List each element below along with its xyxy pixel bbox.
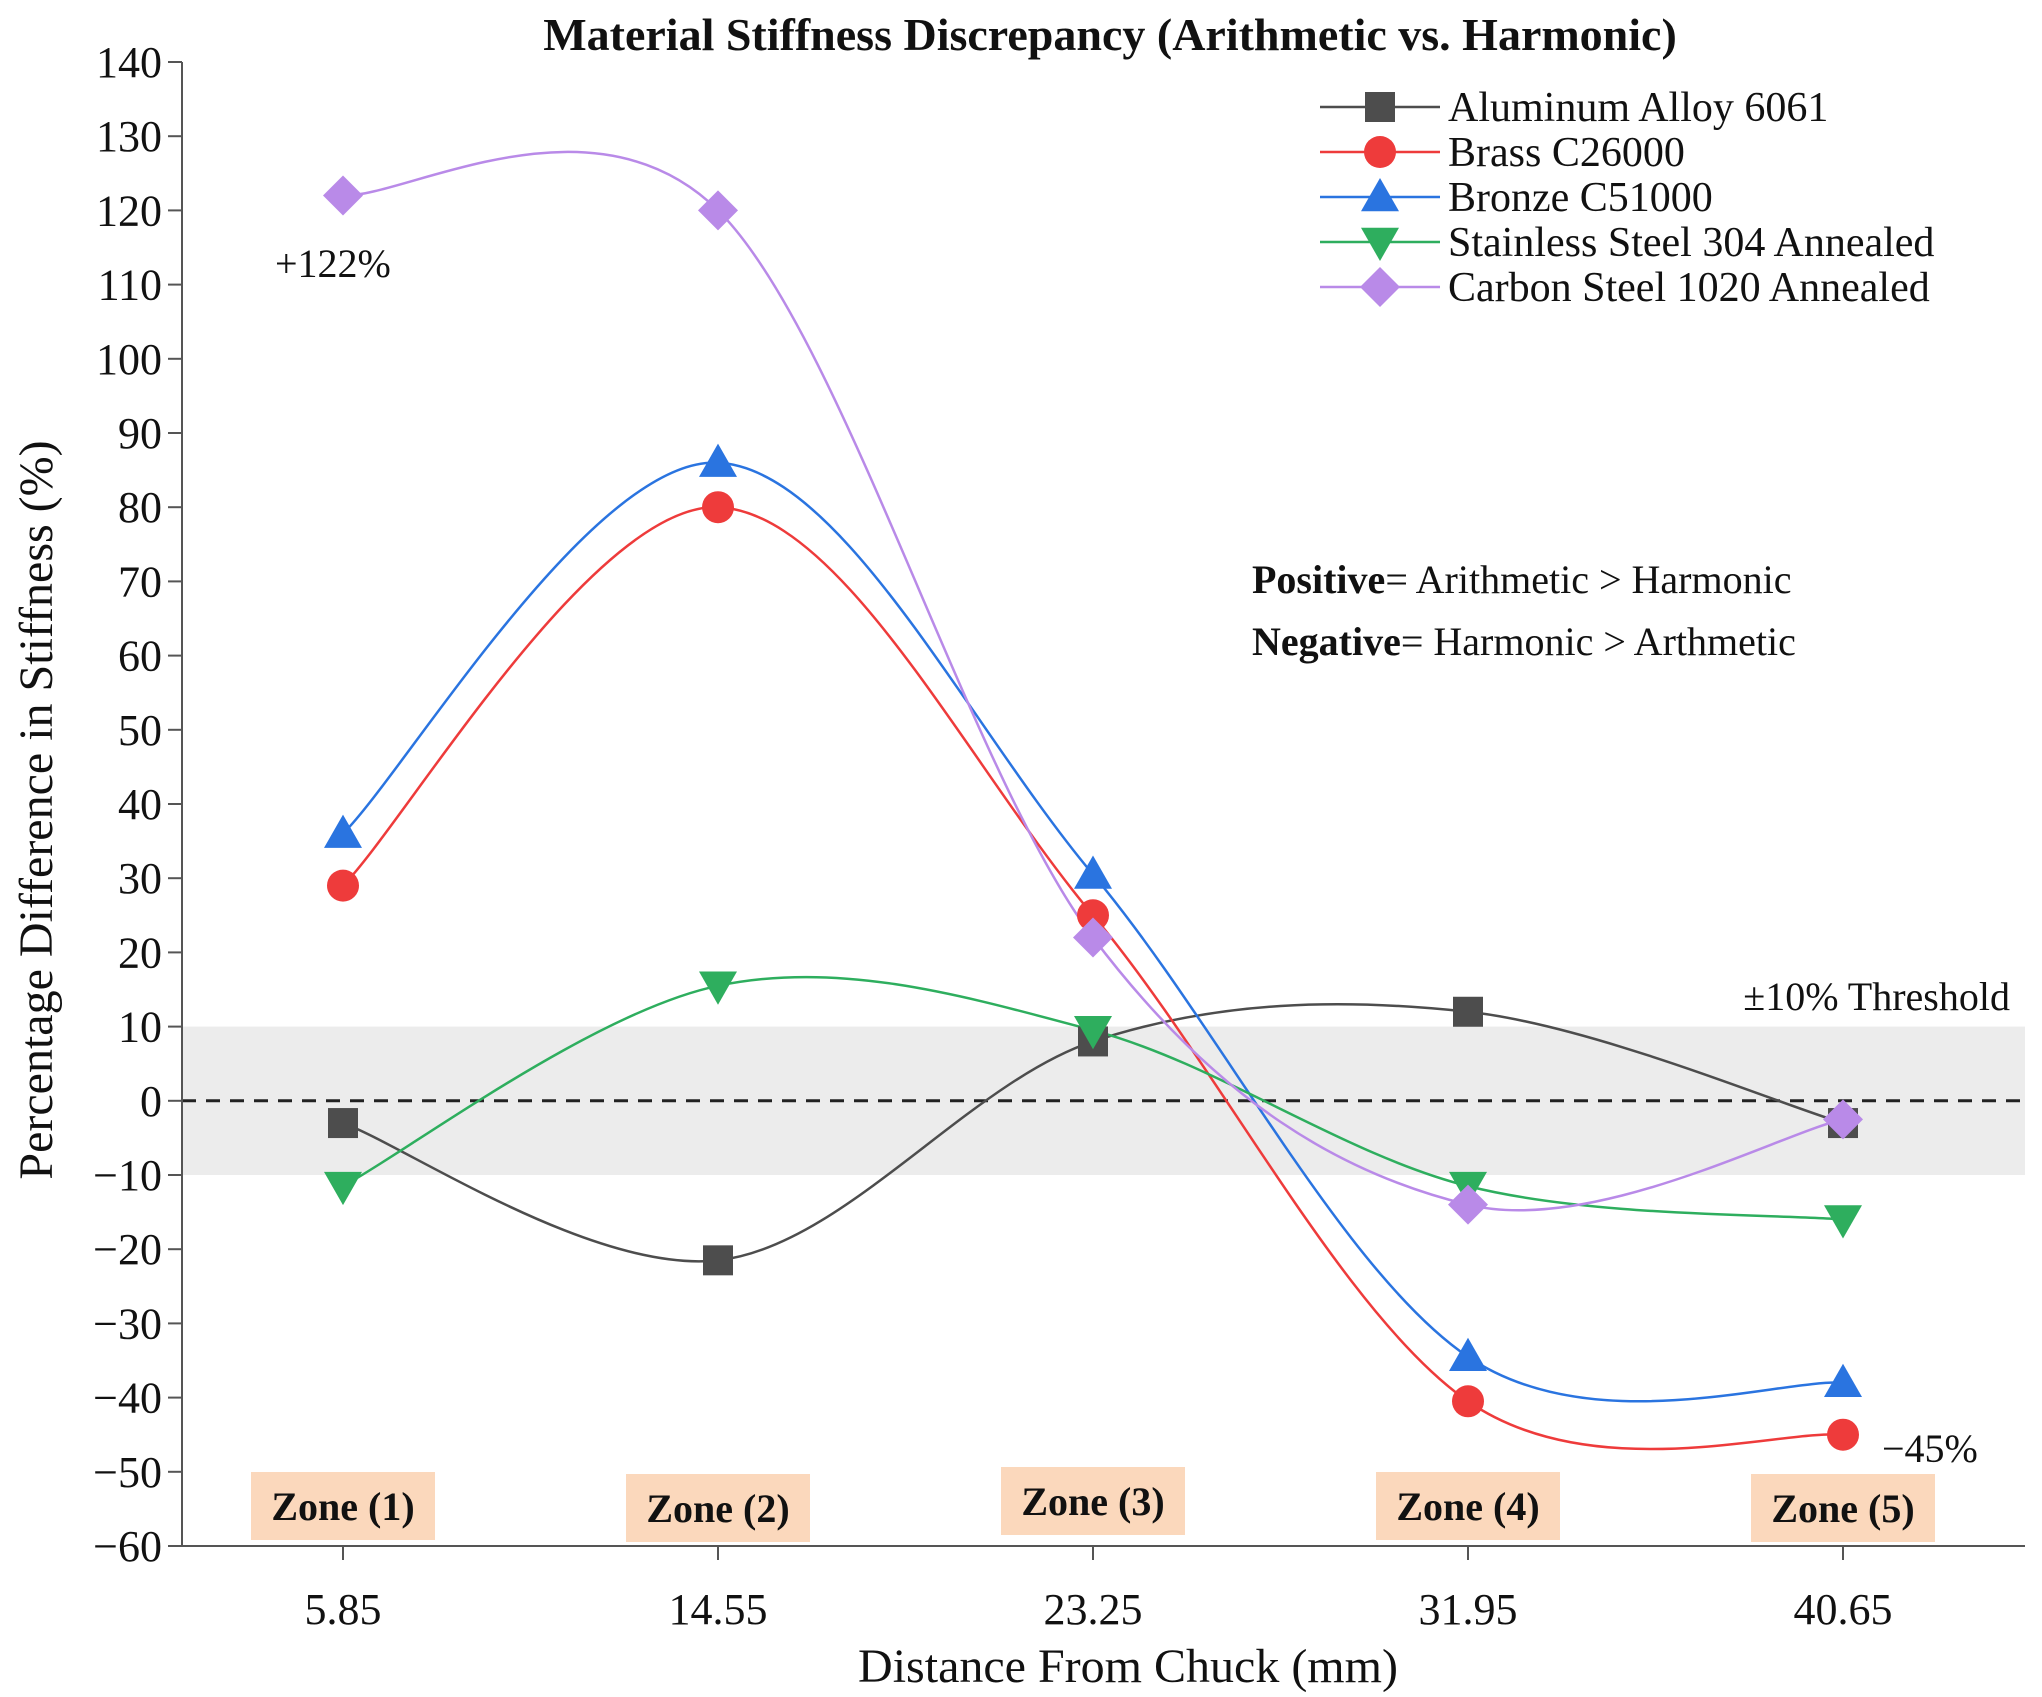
zone-box	[626, 1474, 810, 1542]
legend-item: Aluminum Alloy 6061	[1320, 85, 1828, 131]
zone-label: Zone (3)	[1021, 1479, 1164, 1524]
x-axis-label: Distance From Chuck (mm)	[858, 1640, 1398, 1693]
negative-note-bold: Negative	[1252, 619, 1401, 664]
data-point	[1074, 1016, 1112, 1050]
data-point	[1823, 1099, 1863, 1140]
legend-label: Stainless Steel 304 Annealed	[1448, 220, 1934, 266]
legend-marker	[1365, 92, 1395, 122]
data-point	[702, 491, 734, 524]
zone-label: Zone (5)	[1771, 1486, 1914, 1531]
data-point	[1827, 1418, 1859, 1451]
y-tick-label: 30	[118, 854, 162, 903]
legend-item: Carbon Steel 1020 Annealed	[1320, 265, 1930, 311]
data-point	[327, 869, 359, 902]
y-tick-label: −30	[93, 1299, 162, 1348]
data-point	[1073, 917, 1113, 958]
y-tick-label: 70	[118, 557, 162, 606]
series-line	[342, 150, 1844, 1212]
data-point	[1448, 1184, 1488, 1225]
x-axis-ticks: 5.85 14.55 23.25 31.95 40.65	[305, 1546, 1893, 1634]
y-tick-label: −20	[93, 1225, 162, 1274]
negative-note-text: = Harmonic > Arthmetic	[1401, 619, 1796, 664]
threshold-label: ±10% Threshold	[1743, 974, 2010, 1019]
data-point	[328, 1108, 358, 1139]
data-point	[703, 1245, 733, 1276]
x-tick-label: 5.85	[305, 1585, 382, 1634]
positive-note-text: = Arithmetic > Harmonic	[1385, 557, 1791, 602]
x-tick-label: 14.55	[669, 1585, 768, 1634]
y-tick-label: 100	[96, 335, 162, 384]
data-point	[324, 814, 362, 848]
y-tick-label: −40	[93, 1374, 162, 1423]
zone-box	[1376, 1472, 1560, 1540]
legend-marker	[1361, 227, 1399, 261]
y-tick-label: −10	[93, 1151, 162, 1200]
y-tick-label: 0	[140, 1077, 162, 1126]
data-point	[1824, 1363, 1862, 1398]
legend-label: Aluminum Alloy 6061	[1448, 85, 1828, 131]
data-point	[1077, 899, 1109, 932]
data-point	[1449, 1337, 1487, 1372]
y-tick-label: 140	[96, 38, 162, 87]
data-point	[1452, 1385, 1484, 1418]
legend-marker	[1364, 136, 1396, 168]
zone-box	[1001, 1467, 1185, 1535]
x-tick-label: 23.25	[1044, 1585, 1143, 1634]
positive-note-bold: Positive	[1252, 557, 1385, 602]
zone-labels: Zone (1) Zone (2) Zone (3) Zone (4) Zone (5)	[251, 1467, 1935, 1542]
y-axis-ticks: 1401301201101009080706050403020100−10−20…	[93, 38, 182, 1571]
negative-note: Negative= Harmonic > Arthmetic	[1252, 619, 1796, 664]
y-tick-label: 50	[118, 706, 162, 755]
legend-label: Carbon Steel 1020 Annealed	[1448, 265, 1930, 311]
legend-item: Bronze C51000	[1320, 175, 1713, 221]
zone-label: Zone (4)	[1396, 1484, 1539, 1529]
y-tick-label: 110	[98, 261, 162, 310]
data-point	[1824, 1205, 1862, 1239]
y-tick-label: −60	[93, 1522, 162, 1571]
x-tick-label: 31.95	[1419, 1585, 1518, 1634]
zone-label: Zone (2)	[646, 1486, 789, 1531]
min-annotation: −45%	[1882, 1426, 1978, 1471]
max-annotation: +122%	[275, 241, 391, 286]
legend-marker	[1360, 267, 1400, 307]
y-tick-label: 40	[118, 780, 162, 829]
legend-marker	[1361, 178, 1399, 212]
y-tick-label: 60	[118, 632, 162, 681]
data-point	[699, 443, 737, 477]
data-point	[323, 175, 363, 216]
legend-item: Stainless Steel 304 Annealed	[1320, 220, 1934, 266]
data-point	[1453, 996, 1483, 1027]
zone-label: Zone (1)	[271, 1484, 414, 1529]
y-tick-label: 90	[118, 409, 162, 458]
y-tick-label: −50	[93, 1448, 162, 1497]
legend-label: Bronze C51000	[1448, 175, 1713, 221]
data-point	[324, 1171, 362, 1206]
y-tick-label: 120	[96, 186, 162, 235]
series-line	[342, 461, 1844, 1403]
chart-title: Material Stiffness Discrepancy (Arithmet…	[543, 9, 1677, 60]
series-group	[323, 150, 1863, 1451]
y-axis-label: Percentage Difference in Stiffness (%)	[10, 440, 63, 1179]
series-curves	[342, 150, 1844, 1451]
x-tick-label: 40.65	[1794, 1585, 1893, 1634]
series-markers	[323, 175, 1863, 1451]
zone-box	[1751, 1474, 1935, 1542]
y-tick-label: 20	[118, 928, 162, 977]
legend-label: Brass C26000	[1448, 130, 1685, 176]
data-point	[1074, 855, 1112, 889]
y-tick-label: 10	[118, 1003, 162, 1052]
y-tick-label: 130	[96, 112, 162, 161]
legend-item: Brass C26000	[1320, 130, 1685, 176]
positive-note: Positive= Arithmetic > Harmonic	[1252, 557, 1791, 602]
data-point	[698, 190, 738, 231]
y-tick-label: 80	[118, 483, 162, 532]
zone-box	[251, 1472, 435, 1540]
data-point	[699, 971, 737, 1005]
